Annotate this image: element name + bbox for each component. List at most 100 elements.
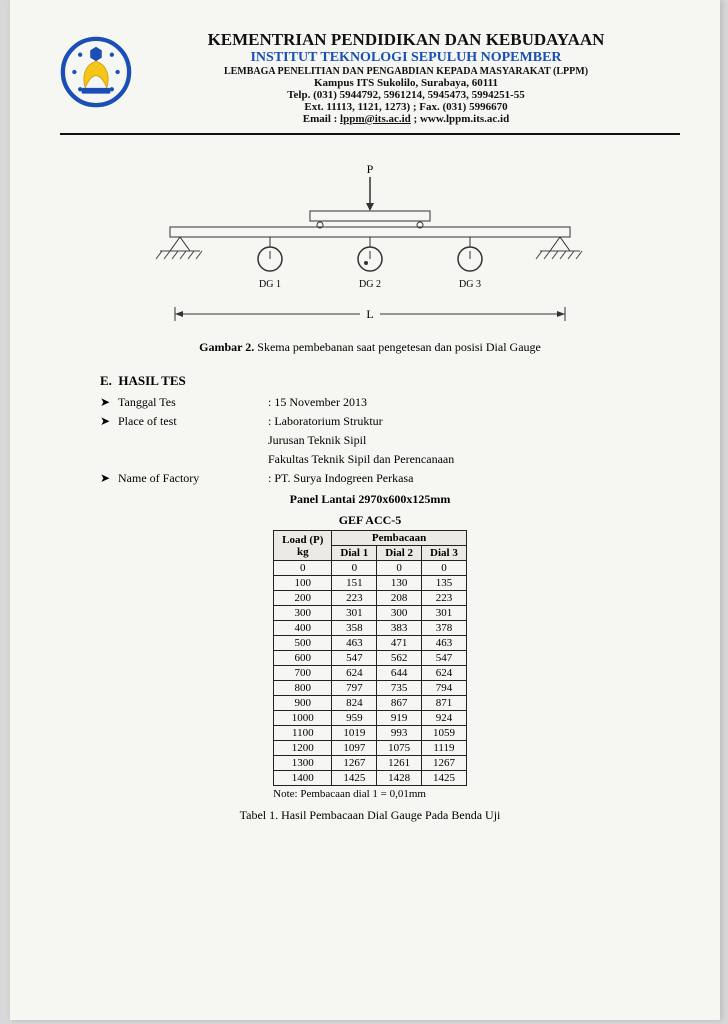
- table-cell: 1019: [332, 726, 377, 741]
- section-heading: E. HASIL TES: [100, 373, 680, 389]
- table-cell: 924: [422, 711, 467, 726]
- table-cell: 900: [274, 696, 332, 711]
- email-label: Email :: [303, 113, 340, 125]
- table-cell: 301: [332, 606, 377, 621]
- email-line: Email : lppm@its.ac.id ; www.lppm.its.ac…: [132, 113, 680, 125]
- header: KEMENTRIAN PENDIDIKAN DAN KEBUDAYAAN INS…: [60, 30, 680, 125]
- table-cell: 300: [274, 606, 332, 621]
- info-value: Fakultas Teknik Sipil dan Perencanaan: [268, 452, 680, 467]
- load-p-label: P: [367, 162, 374, 176]
- table-cell: 358: [332, 621, 377, 636]
- table-cell: 463: [422, 636, 467, 651]
- table-row: 1400142514281425: [274, 771, 467, 786]
- table-cell: 100: [274, 576, 332, 591]
- th-dial2: Dial 2: [377, 546, 422, 561]
- table-cell: 547: [332, 651, 377, 666]
- dial-reading-table: Load (P) kg Pembacaan Dial 1 Dial 2 Dial…: [273, 530, 467, 786]
- institute-title: INSTITUT TEKNOLOGI SEPULUH NOPEMBER: [132, 50, 680, 66]
- table-row: 800797735794: [274, 681, 467, 696]
- ministry-title: KEMENTRIAN PENDIDIKAN DAN KEBUDAYAAN: [132, 30, 680, 50]
- table-cell: 0: [377, 561, 422, 576]
- table-row: 500463471463: [274, 636, 467, 651]
- table-cell: 547: [422, 651, 467, 666]
- table-cell: 1059: [422, 726, 467, 741]
- th-dial1: Dial 1: [332, 546, 377, 561]
- table-cell: 624: [422, 666, 467, 681]
- table-cell: 800: [274, 681, 332, 696]
- table-cell: 463: [332, 636, 377, 651]
- table-cell: 151: [332, 576, 377, 591]
- table-cell: 797: [332, 681, 377, 696]
- table-cell: 919: [377, 711, 422, 726]
- panel-title-2: GEF ACC-5: [60, 513, 680, 528]
- table-row: 200223208223: [274, 591, 467, 606]
- bullet-icon: ➤: [100, 414, 118, 429]
- web-link[interactable]: www.lppm.its.ac.id: [420, 113, 509, 125]
- table-cell: 562: [377, 651, 422, 666]
- info-row: ➤Name of Factory: PT. Surya Indogreen Pe…: [100, 471, 680, 486]
- table-cell: 700: [274, 666, 332, 681]
- table-cell: 794: [422, 681, 467, 696]
- info-value: : PT. Surya Indogreen Perkasa: [268, 471, 680, 486]
- info-value: : Laboratorium Struktur: [268, 414, 680, 429]
- info-row: Jurusan Teknik Sipil: [100, 433, 680, 448]
- table-cell: 1267: [422, 756, 467, 771]
- info-label: Tanggal Tes: [118, 395, 268, 410]
- email-link[interactable]: lppm@its.ac.id: [340, 113, 411, 125]
- ext-line: Ext. 11113, 1121, 1273) ; Fax. (031) 599…: [132, 101, 680, 113]
- table-cell: 1100: [274, 726, 332, 741]
- header-rule: [60, 133, 680, 135]
- test-info-block: ➤Tanggal Tes: 15 November 2013➤Place of …: [60, 395, 680, 486]
- section-letter: E.: [100, 373, 112, 388]
- table-row: 400358383378: [274, 621, 467, 636]
- table-cell: 471: [377, 636, 422, 651]
- table-cell: 0: [422, 561, 467, 576]
- info-row: ➤Place of test: Laboratorium Struktur: [100, 414, 680, 429]
- table-cell: 993: [377, 726, 422, 741]
- bullet-icon: ➤: [100, 395, 118, 410]
- table-note: Note: Pembacaan dial 1 = 0,01mm: [273, 788, 467, 800]
- table-cell: 300: [377, 606, 422, 621]
- its-logo-icon: [60, 36, 132, 108]
- table-row: 1200109710751119: [274, 741, 467, 756]
- th-load-kg: kg: [297, 546, 309, 558]
- table-cell: 1267: [332, 756, 377, 771]
- table-row: 110010199931059: [274, 726, 467, 741]
- table-row: 100151130135: [274, 576, 467, 591]
- svg-text:DG 3: DG 3: [459, 279, 481, 290]
- table-cell: 1097: [332, 741, 377, 756]
- svg-text:DG 1: DG 1: [259, 279, 281, 290]
- table-cell: 1075: [377, 741, 422, 756]
- svg-text:L: L: [366, 307, 373, 321]
- table-cell: 1261: [377, 756, 422, 771]
- table-row: 600547562547: [274, 651, 467, 666]
- table-cell: 378: [422, 621, 467, 636]
- table-cell: 383: [377, 621, 422, 636]
- info-label: Place of test: [118, 414, 268, 429]
- table-cell: 1300: [274, 756, 332, 771]
- info-value: Jurusan Teknik Sipil: [268, 433, 680, 448]
- table-cell: 500: [274, 636, 332, 651]
- table-row: 700624644624: [274, 666, 467, 681]
- table-cell: 1400: [274, 771, 332, 786]
- table-row: 0000: [274, 561, 467, 576]
- dial-gauge-2-icon: DG 2: [358, 237, 382, 290]
- loading-scheme-figure: P: [60, 159, 680, 355]
- table-cell: 1119: [422, 741, 467, 756]
- th-dial3: Dial 3: [422, 546, 467, 561]
- table-cell: 208: [377, 591, 422, 606]
- table-cell: 400: [274, 621, 332, 636]
- table-cell: 0: [332, 561, 377, 576]
- dial-gauge-3-icon: DG 3: [458, 237, 482, 290]
- table-cell: 959: [332, 711, 377, 726]
- page: KEMENTRIAN PENDIDIKAN DAN KEBUDAYAAN INS…: [10, 0, 720, 1020]
- table-cell: 1000: [274, 711, 332, 726]
- table-cell: 624: [332, 666, 377, 681]
- th-pembacaan: Pembacaan: [332, 531, 466, 546]
- table-caption: Tabel 1. Hasil Pembacaan Dial Gauge Pada…: [60, 808, 680, 823]
- info-label: Name of Factory: [118, 471, 268, 486]
- figure-caption: Gambar 2. Skema pembebanan saat pengetes…: [60, 340, 680, 355]
- table-cell: 1200: [274, 741, 332, 756]
- table-cell: 871: [422, 696, 467, 711]
- address-line: Kampus ITS Sukolilo, Surabaya, 60111: [132, 77, 680, 89]
